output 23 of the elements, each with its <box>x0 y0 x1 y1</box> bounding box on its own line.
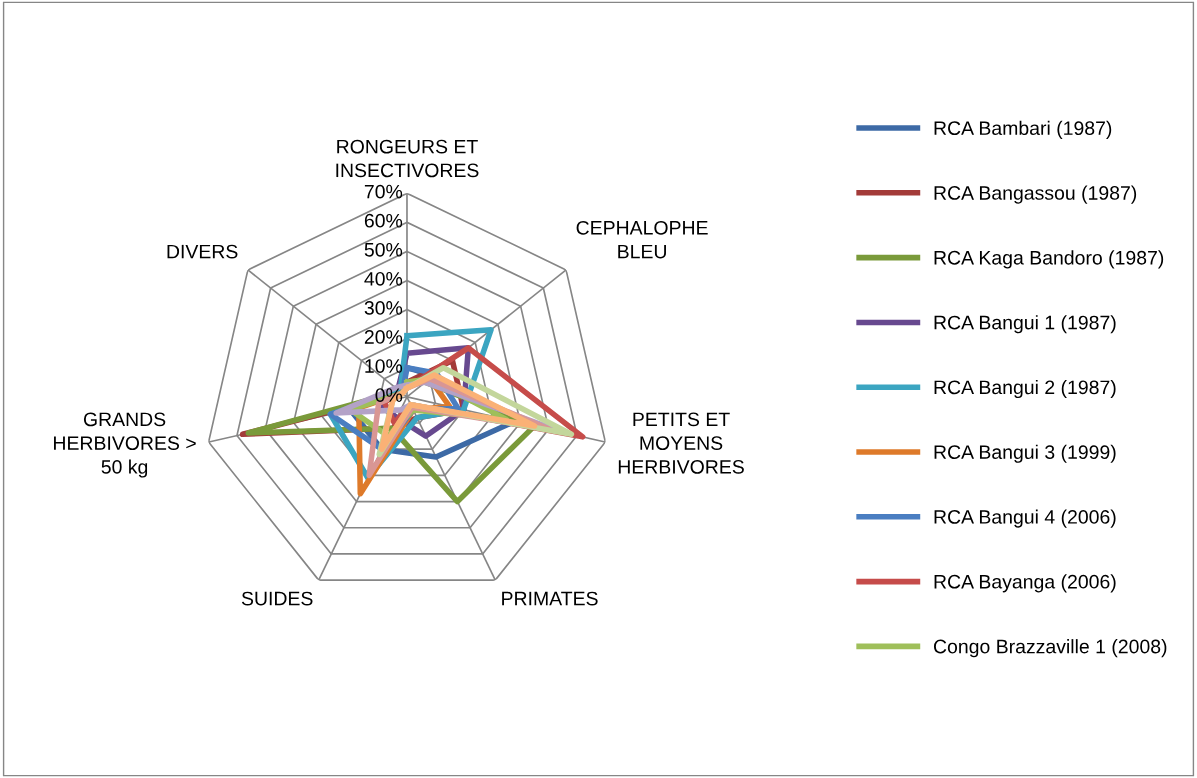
legend-label: RCA Bangui 1 (1987) <box>934 315 1116 334</box>
y-tick-label: 30% <box>364 301 403 315</box>
spoke-label: CEPHALOPHE BLEU <box>576 220 708 259</box>
legend-label: RCA Bangassou (1987) <box>934 185 1137 204</box>
spoke-label: GRANDS HERBIVORES > 50 kg <box>54 412 196 478</box>
y-tick-label: 0% <box>375 388 403 402</box>
legend-label: RCA Bangui 4 (2006) <box>934 509 1116 528</box>
y-tick-label: 50% <box>364 242 403 257</box>
legend-label: Congo Brazzaville 1 (2008) <box>933 639 1167 658</box>
spoke-label: RONGEURS ET INSECTIVORES <box>336 139 479 178</box>
spoke-label: PRIMATES <box>502 591 598 606</box>
spoke-label: SUIDES <box>241 591 313 606</box>
legend-label: RCA Bangui 2 (1987) <box>934 379 1116 399</box>
legend-label: RCA Bayanga (2006) <box>934 574 1116 593</box>
legend-label: RCA Kaga Bandoro (1987) <box>934 250 1164 269</box>
spoke-label: DIVERS <box>167 244 238 259</box>
spoke-label: PETITS ET MOYENS HERBIVORES <box>618 412 744 474</box>
legend-label: RCA Bangui 3 (1999) <box>934 444 1116 463</box>
y-tick-label: 40% <box>364 271 403 286</box>
y-tick-label: 20% <box>364 330 403 344</box>
y-tick-label: 70% <box>364 184 403 199</box>
y-tick-label: 60% <box>364 213 403 228</box>
legend-label: RCA Bambari (1987) <box>934 120 1112 139</box>
